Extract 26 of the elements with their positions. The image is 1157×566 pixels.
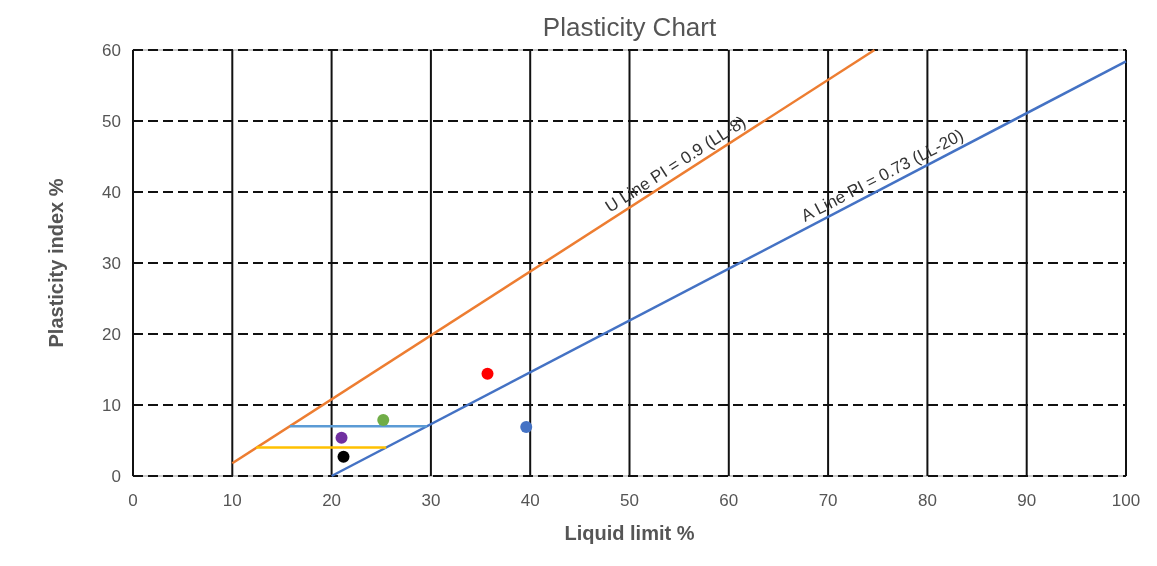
x-tick-label: 90 [1017,491,1037,510]
x-tick-label: 10 [222,491,242,510]
y-tick-label: 20 [102,325,121,344]
x-tick-label: 40 [520,491,540,510]
y-tick-label: 30 [102,254,121,273]
point [377,413,390,426]
point [335,431,348,444]
x-tick-label: 50 [620,491,639,510]
x-tick-label: 80 [917,491,937,510]
x-tick-label: 20 [322,491,342,510]
x-tick-label: 60 [719,491,739,510]
x-tick-label: 0 [128,491,138,510]
x-tick-label: 70 [818,491,838,510]
y-tick-label: 50 [102,112,121,131]
point [481,367,494,380]
x-axis-title: Liquid limit % [564,522,695,544]
y-tick-label: 40 [102,183,121,202]
y-tick-label: 60 [102,41,121,60]
y-axis-title: Plasticity index % [45,178,67,348]
x-tick-label: 100 [1111,491,1141,510]
point [337,450,350,463]
x-tick-label: 30 [421,491,441,510]
point [520,421,533,434]
y-tick-label: 0 [111,467,121,486]
chart-title: Plasticity Chart [542,12,717,42]
y-tick-label: 10 [102,396,121,415]
